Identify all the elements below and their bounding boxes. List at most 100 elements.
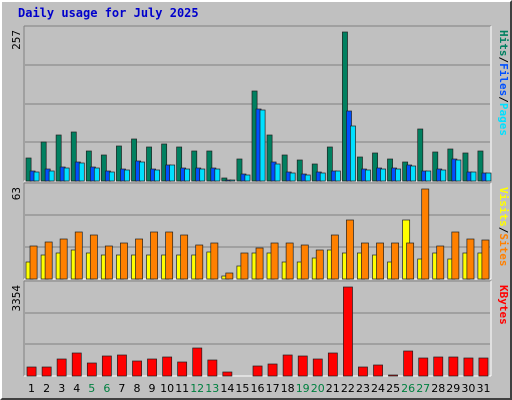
bar-pages-day-23 — [365, 169, 371, 182]
panel-ymax-label: 3354 — [10, 285, 23, 312]
day-label-23: 23 — [356, 382, 370, 395]
bar-kbytes-day-6 — [101, 355, 112, 377]
bar-pages-day-20 — [319, 172, 326, 182]
legend-entry: / — [497, 227, 510, 234]
bar-kbytes-day-12 — [192, 347, 203, 377]
bar-hits-day-13 — [206, 150, 213, 182]
bar-pages-day-26 — [410, 165, 417, 182]
day-label-28: 28 — [431, 382, 445, 395]
bar-sites-day-21 — [330, 234, 339, 280]
bar-kbytes-day-24 — [373, 364, 383, 377]
bar-pages-day-31 — [485, 172, 492, 182]
day-label-5: 5 — [88, 382, 95, 395]
bar-pages-day-8 — [139, 161, 145, 182]
day-axis: 1 2 3 4 5 6 7 8 9 10 11 12 13 14 15 16 17 18 19 20 21 22 23 24 2… — [28, 382, 491, 395]
day-label-1: 1 — [28, 382, 35, 395]
bar-hits-day-18 — [281, 154, 288, 182]
bar-sites-day-8 — [135, 238, 143, 280]
bar-sites-day-10 — [165, 231, 174, 280]
bar-pages-day-28 — [440, 169, 447, 182]
bar-pages-day-22 — [350, 125, 356, 182]
bar-pages-day-17 — [274, 163, 281, 182]
panel-plot-area — [24, 281, 491, 376]
bar-sites-day-4 — [74, 231, 83, 280]
bar-kbytes-day-30 — [463, 357, 474, 377]
day-label-3: 3 — [58, 382, 65, 395]
day-label-26: 26 — [401, 382, 415, 395]
legend-entry: Sites — [497, 233, 510, 266]
legend-entry: Hits — [497, 30, 510, 57]
panel-ymax-label: 63 — [10, 187, 23, 200]
series-sites — [29, 188, 490, 280]
bar-sites-day-2 — [44, 241, 53, 280]
bar-hits-day-17 — [266, 134, 273, 182]
bar-sites-day-6 — [104, 245, 113, 280]
bar-sites-day-31 — [481, 239, 490, 280]
bar-hits-day-19 — [296, 159, 303, 182]
bar-pages-day-18 — [289, 172, 296, 182]
day-label-29: 29 — [446, 382, 460, 395]
bar-kbytes-day-1 — [26, 366, 37, 377]
bar-kbytes-day-8 — [132, 360, 142, 377]
bar-kbytes-day-9 — [147, 358, 157, 377]
series-files — [29, 108, 488, 182]
bar-kbytes-day-10 — [162, 356, 173, 377]
bar-kbytes-day-19 — [297, 355, 308, 377]
bar-pages-day-27 — [425, 170, 432, 182]
bar-sites-day-17 — [270, 242, 279, 280]
bar-kbytes-day-2 — [41, 366, 52, 377]
bar-hits-day-22 — [342, 31, 348, 182]
panel-kbytes: 3354 KBytes — [10, 280, 510, 377]
bar-hits-day-8 — [131, 138, 137, 182]
bar-sites-day-28 — [436, 245, 445, 280]
day-label-14: 14 — [220, 382, 234, 395]
bar-kbytes-day-17 — [267, 363, 278, 377]
day-label-6: 6 — [103, 382, 110, 395]
bar-hits-day-7 — [116, 145, 122, 182]
bar-kbytes-day-26 — [403, 350, 414, 377]
bar-sites-day-13 — [210, 242, 219, 280]
bar-hits-day-21 — [326, 146, 333, 182]
bar-kbytes-day-22 — [343, 286, 353, 377]
bar-pages-day-5 — [93, 167, 100, 182]
legend-entry: Files — [497, 63, 510, 96]
bar-sites-day-7 — [120, 242, 128, 280]
day-label-17: 17 — [266, 382, 280, 395]
bar-sites-day-29 — [451, 231, 460, 280]
day-label-27: 27 — [416, 382, 430, 395]
bar-sites-day-24 — [376, 242, 384, 280]
bar-kbytes-day-4 — [71, 352, 82, 377]
bar-sites-day-26 — [406, 242, 415, 280]
bar-sites-day-9 — [150, 231, 158, 280]
bar-pages-day-30 — [470, 171, 477, 182]
bar-hits-day-10 — [161, 143, 168, 182]
bar-kbytes-day-13 — [207, 359, 218, 377]
bar-hits-day-3 — [55, 134, 62, 182]
day-label-22: 22 — [341, 382, 355, 395]
bar-pages-day-13 — [214, 168, 221, 182]
day-label-7: 7 — [118, 382, 125, 395]
bar-kbytes-day-14 — [222, 371, 233, 377]
bar-sites-day-25 — [391, 242, 399, 280]
day-label-9: 9 — [149, 382, 156, 395]
day-label-24: 24 — [371, 382, 385, 395]
legend-entry: / — [497, 57, 510, 64]
bar-pages-day-16 — [259, 109, 266, 182]
panel-ymax-label: 257 — [10, 30, 23, 50]
bar-hits-day-9 — [146, 146, 152, 182]
bar-hits-day-24 — [372, 152, 378, 182]
bar-pages-day-9 — [154, 169, 160, 182]
panel-legend: KBytes — [497, 285, 510, 325]
bar-kbytes-day-5 — [86, 362, 97, 377]
bar-pages-day-29 — [455, 159, 462, 182]
day-label-8: 8 — [134, 382, 141, 395]
bar-sites-day-16 — [255, 247, 264, 280]
bar-hits-day-2 — [40, 141, 47, 182]
bar-sites-day-23 — [361, 242, 369, 280]
bar-hits-day-14 — [221, 177, 228, 182]
bar-kbytes-day-20 — [312, 358, 323, 377]
panel-visits: 63 Visits/Sites — [10, 182, 510, 280]
bar-sites-day-20 — [315, 249, 324, 280]
